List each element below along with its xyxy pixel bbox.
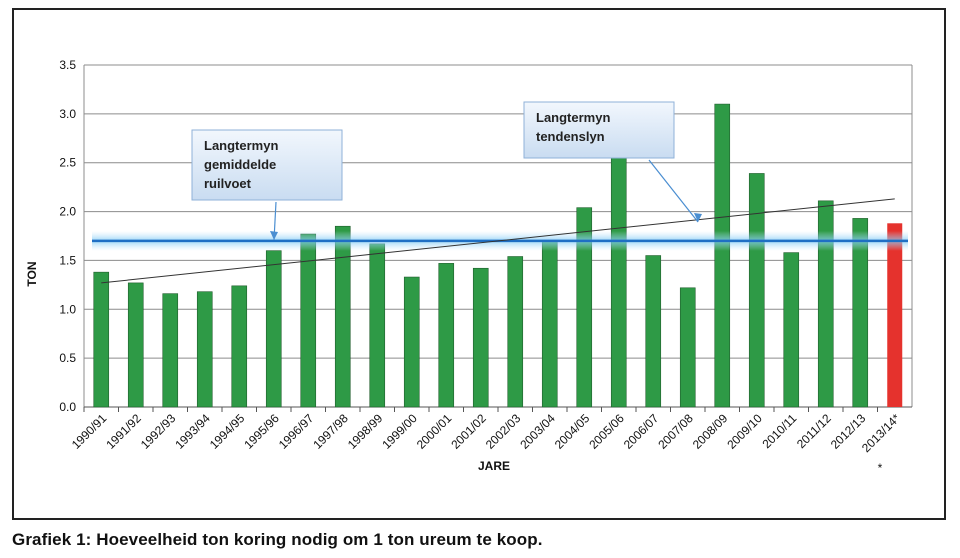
callout-text-line: gemiddelde xyxy=(204,157,276,172)
x-tick-label: 2003/04 xyxy=(517,411,558,452)
x-tick-label: 1998/99 xyxy=(345,411,386,452)
y-tick-label: 1.5 xyxy=(59,253,76,267)
bar xyxy=(576,207,593,408)
trend-line xyxy=(101,198,895,284)
callout-box xyxy=(523,101,675,159)
x-tick-label: 2004/05 xyxy=(552,411,593,452)
x-tick-label: 2009/10 xyxy=(724,411,765,452)
chart: 0.00.51.01.52.02.53.03.5 1990/911991/921… xyxy=(25,58,913,475)
callout-arrowhead xyxy=(694,213,702,222)
x-tick-label: 1993/94 xyxy=(172,411,213,452)
bar xyxy=(93,271,110,408)
x-tick-label: 1994/95 xyxy=(207,411,248,452)
chart-frame: 0.0 0.5 1.0 1.5 2.0 2.5 3.0 3.5 1990/91 1991/92 1… xyxy=(12,8,946,520)
callout-box xyxy=(191,129,343,201)
bars xyxy=(93,103,903,408)
bar xyxy=(610,157,627,408)
x-tick-label: 2007/08 xyxy=(655,411,696,452)
x-tick-label: 2008/09 xyxy=(690,411,731,452)
y-tick-label: 1.0 xyxy=(59,302,76,316)
bar xyxy=(438,263,455,408)
bar xyxy=(645,255,662,408)
y-tick-label: 0.0 xyxy=(59,400,76,414)
bar xyxy=(265,250,282,408)
y-tick-label: 2.5 xyxy=(59,156,76,170)
x-axis-ticks: 1990/911991/921992/931993/941994/951995/… xyxy=(69,407,903,455)
x-tick-label: 2013/14* xyxy=(859,411,903,455)
bar xyxy=(472,267,489,408)
trend-line xyxy=(101,198,895,284)
callout-text-line: ruilvoet xyxy=(204,176,252,191)
x-tick-label: 2000/01 xyxy=(414,411,455,452)
x-tick-label: 1996/97 xyxy=(276,411,317,452)
bar xyxy=(403,276,420,408)
callout-arrowhead xyxy=(270,231,278,240)
bar xyxy=(231,285,248,408)
bar xyxy=(162,293,179,408)
figure-caption: Grafiek 1: Hoeveelheid ton koring nodig … xyxy=(12,530,543,549)
x-tick-label: 1992/93 xyxy=(138,411,179,452)
y-axis-ticks: 0.0 0.5 1.0 1.5 2.0 2.5 3.0 3.5 xyxy=(59,58,76,414)
bar xyxy=(714,103,731,408)
bar xyxy=(783,252,800,408)
bar xyxy=(507,256,524,408)
y-tick-label: 3.0 xyxy=(59,107,76,121)
y-tick-label: 0.5 xyxy=(59,351,76,365)
footnote-mark: * xyxy=(878,461,883,475)
callout-pointer xyxy=(648,159,699,223)
x-tick-label: 2005/06 xyxy=(586,411,627,452)
y-tick-label: 3.5 xyxy=(59,58,76,72)
x-tick-label: 1991/92 xyxy=(103,411,144,452)
x-tick-label: 1997/98 xyxy=(310,411,351,452)
x-axis-title: JARE xyxy=(478,459,510,473)
x-tick-label: 2011/12 xyxy=(794,411,834,451)
bar xyxy=(541,240,558,408)
callout-text-line: Langtermyn xyxy=(536,110,610,125)
bar xyxy=(127,282,144,408)
bar xyxy=(196,291,213,408)
y-tick-label: 2.0 xyxy=(59,205,76,219)
callouts: Langtermyn gemiddelde ruilvoet Langtermyn te… xyxy=(191,101,702,241)
x-tick-label: 1995/96 xyxy=(241,411,282,452)
callout-text-line: tendenslyn xyxy=(536,129,605,144)
x-tick-label: 2010/11 xyxy=(759,411,799,451)
bar xyxy=(369,243,386,408)
x-tick-label: 2001/02 xyxy=(448,411,489,452)
callout-text-line: Langtermyn xyxy=(204,138,278,153)
bar xyxy=(679,287,696,408)
bar xyxy=(748,173,765,408)
x-tick-label: 2006/07 xyxy=(621,411,662,452)
y-axis-title: TON xyxy=(25,261,39,286)
bar xyxy=(817,200,834,408)
bar xyxy=(887,223,903,407)
bar xyxy=(334,225,351,408)
x-tick-label: 1999/00 xyxy=(379,411,420,452)
bar xyxy=(852,218,869,408)
x-tick-label: 2002/03 xyxy=(483,411,524,452)
x-tick-label: 1990/91 xyxy=(69,411,110,452)
